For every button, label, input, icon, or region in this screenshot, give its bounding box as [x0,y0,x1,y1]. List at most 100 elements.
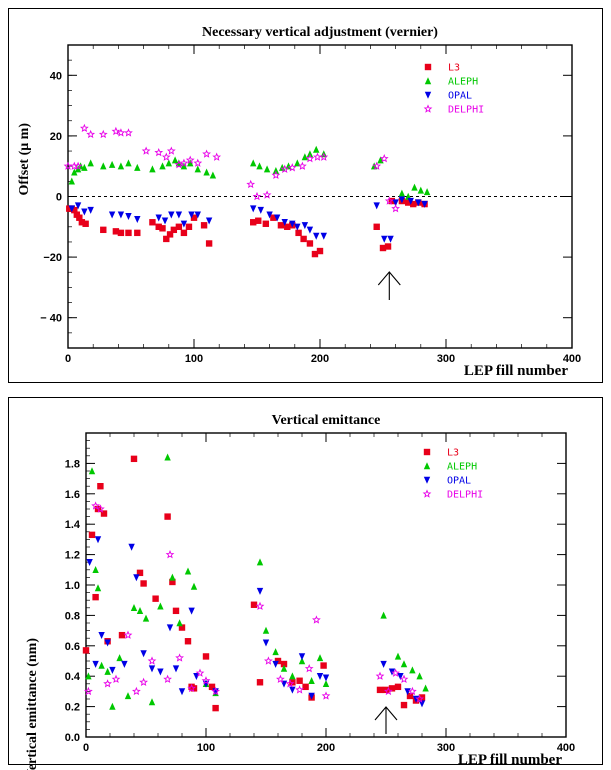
chart2-point-aleph [289,672,296,680]
chart1-point-l3 [149,219,156,226]
chart1-point-opal [387,235,394,243]
chart2-ytick-label: 1.8 [65,458,80,470]
chart2-point-aleph [394,652,402,660]
chart1-point-opal [273,214,281,222]
chart1-point-aleph [294,159,301,167]
chart1-point-delphi [305,154,315,163]
chart1-point-opal [250,205,257,213]
chart2-point-opal [94,536,102,544]
chart1-point-delphi [174,160,184,169]
chart2-legend-marker-aleph [423,462,431,470]
chart1-point-delphi [124,128,133,137]
chart1-point-l3 [112,228,120,235]
chart1-point-l3 [270,214,277,221]
chart1-ytick-label: −20 [43,252,62,264]
chart1-point-delphi [384,196,394,205]
chart1-point-aleph [134,163,141,171]
chart1-ytick-label: 20 [50,131,62,143]
chart1-point-opal [134,216,141,224]
chart2-ytick-label: 0.2 [65,702,80,714]
chart1-point-l3 [295,229,302,237]
chart2-ytick-label: 0.8 [65,610,80,622]
chart2-point-delphi [211,686,220,696]
chart1-point-l3 [262,220,270,227]
chart2-point-opal [148,665,156,673]
chart1-point-aleph [279,163,286,171]
chart1-point-delphi [297,161,307,170]
chart2-point-opal [121,660,128,668]
chart2-point-aleph [256,558,264,566]
chart2-point-aleph [142,614,150,622]
top-chart-frame [8,8,603,383]
chart1-point-l3 [134,229,141,237]
chart2-point-opal [133,574,140,582]
chart2-point-aleph [116,654,123,662]
chart1-point-aleph [263,165,271,173]
chart2-point-l3 [172,607,180,615]
chart1-point-aleph [180,162,188,170]
chart1-point-aleph [417,186,424,194]
chart2-point-l3 [152,595,159,602]
chart2-point-delphi [255,601,265,611]
chart2-point-l3 [136,569,144,577]
chart1-point-delphi [319,152,329,161]
chart1-point-delphi [86,129,96,139]
chart2-xtick-label: 100 [197,742,215,754]
chart2-legend-marker-opal [423,476,431,484]
chart2-legend-label-opal: OPAL [447,476,471,487]
chart1-legend-label-opal: OPAL [448,91,472,102]
chart2-legend-marker-l3 [423,448,431,456]
chart2-point-delphi [408,686,417,696]
chart1-point-aleph [250,159,257,167]
chart1-point-l3 [117,229,125,237]
chart2-point-opal [166,624,174,632]
chart1-point-l3 [306,240,314,247]
chart1-point-opal [74,202,82,210]
chart2-legend-marker-delphi [422,489,432,498]
chart2-point-aleph [416,672,423,680]
chart1-title: Necessary vertical adjustment (vernier) [202,25,438,40]
chart2-point-delphi [103,679,112,688]
chart1-point-l3 [190,214,198,221]
chart1-point-aleph [149,165,156,173]
chart2-point-delphi [147,656,157,665]
chart1-point-opal [313,232,320,240]
chart1-legend-label-l3: L3 [448,63,460,74]
chart1-point-l3 [311,250,319,258]
chart2-point-aleph [308,676,315,684]
chart1-point-opal [398,196,406,204]
chart1-point-opal [421,200,428,208]
chart1-point-opal [301,222,309,230]
chart1-ytick-label: − 40 [40,313,62,325]
chart1-point-aleph [411,183,418,191]
chart2-xtick-label: 400 [557,742,575,754]
chart2-point-delphi [195,668,205,677]
chart2-point-opal [92,660,99,668]
chart2-legend-label-aleph: ALEPH [447,462,477,473]
chart1-point-delphi [116,128,126,137]
chart1-ytick-label: 0 [56,192,62,204]
chart1-point-opal [415,199,422,207]
chart1-point-aleph [159,162,166,170]
chart2-point-aleph [88,467,96,475]
chart2-point-aleph [124,692,132,700]
chart1-point-aleph [71,168,78,176]
chart1-point-opal [87,206,94,214]
chart1-point-aleph [203,168,210,176]
chart1-y-axis-label: Offset (μ m) [17,123,32,196]
chart1-point-delphi [141,146,151,155]
chart1-point-aleph [87,159,94,167]
chart1-xtick-label: 200 [311,353,329,365]
chart1-arrow-head [377,271,401,286]
chart1-point-delphi [212,152,222,161]
chart2-point-l3 [88,531,96,539]
chart1-xtick-label: 100 [185,353,203,365]
chart2-point-l3 [140,580,147,587]
chart1-point-l3 [316,247,324,255]
chart2-point-aleph [280,664,288,672]
chart2-ytick-label: 1.6 [65,489,80,501]
chart2-point-delphi [304,663,314,673]
chart2-point-l3 [130,455,138,463]
chart1-point-aleph [272,166,280,174]
chart2-point-delphi [375,671,385,680]
